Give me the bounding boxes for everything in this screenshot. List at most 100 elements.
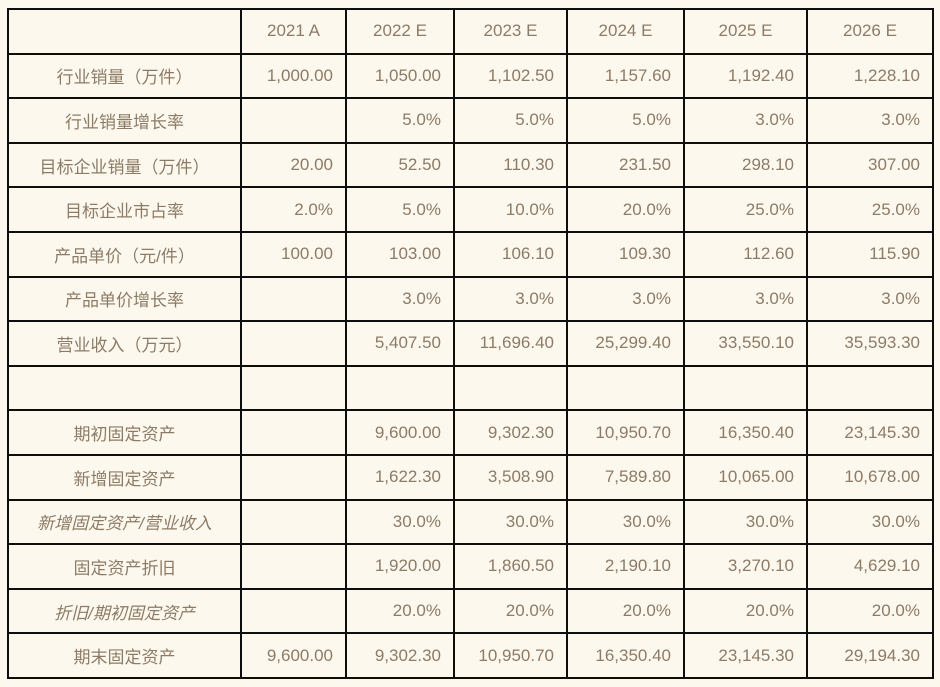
value-cell: 52.50 (345, 141, 455, 189)
value-cell: 3.0% (566, 275, 685, 323)
header-row: 2021 A 2022 E 2023 E 2024 E 2025 E 2026 E (7, 8, 934, 55)
value-cell: 16,350.40 (566, 632, 685, 679)
value-cell: 9,600.00 (240, 632, 347, 679)
value-cell: 100.00 (240, 230, 347, 278)
value-cell: 25.0% (683, 186, 808, 233)
value-cell (240, 498, 347, 546)
year-column-header: 2026 E (806, 8, 934, 55)
year-column-header: 2022 E (345, 8, 455, 55)
value-cell: 3.0% (683, 275, 808, 323)
value-cell: 20.0% (806, 587, 934, 635)
value-cell: 3.0% (345, 275, 455, 323)
value-cell (240, 275, 347, 323)
value-cell: 23,145.30 (683, 632, 808, 679)
row-label: 产品单价（元/件） (7, 230, 242, 278)
value-cell: 2,190.10 (566, 543, 685, 590)
value-cell (453, 364, 568, 412)
value-cell: 29,194.30 (806, 632, 934, 679)
value-cell: 10,065.00 (683, 453, 808, 501)
value-cell: 35,593.30 (806, 320, 934, 367)
value-cell: 1,050.00 (345, 52, 455, 100)
table-row: 行业销量（万件） 1,000.00 1,050.00 1,102.50 1,157.60… (7, 52, 934, 100)
value-cell: 3.0% (683, 97, 808, 144)
value-cell: 20.0% (683, 587, 808, 635)
value-cell: 1,102.50 (453, 52, 568, 100)
table-row: 固定资产折旧 1,920.00 1,860.50 2,190.10 3,270.10 4,… (7, 543, 934, 590)
value-cell: 10,678.00 (806, 453, 934, 501)
value-cell (806, 364, 934, 412)
value-cell: 20.0% (566, 587, 685, 635)
table-row: 期末固定资产 9,600.00 9,302.30 10,950.70 16,350.40… (7, 632, 934, 679)
value-cell: 1,860.50 (453, 543, 568, 590)
value-cell (345, 364, 455, 412)
value-cell: 1,920.00 (345, 543, 455, 590)
row-label (7, 364, 242, 412)
value-cell: 110.30 (453, 141, 568, 189)
value-cell: 1,622.30 (345, 453, 455, 501)
value-cell: 3.0% (806, 275, 934, 323)
value-cell: 5.0% (566, 97, 685, 144)
row-label-header (7, 8, 242, 55)
value-cell: 5.0% (453, 97, 568, 144)
row-label: 行业销量增长率 (7, 97, 242, 144)
value-cell: 3.0% (453, 275, 568, 323)
table-body: 行业销量（万件） 1,000.00 1,050.00 1,102.50 1,157.60… (7, 52, 934, 679)
value-cell: 9,302.30 (453, 409, 568, 456)
value-cell: 103.00 (345, 230, 455, 278)
value-cell: 30.0% (683, 498, 808, 546)
value-cell: 16,350.40 (683, 409, 808, 456)
value-cell (240, 364, 347, 412)
value-cell: 106.10 (453, 230, 568, 278)
row-label: 折旧/期初固定资产 (7, 587, 242, 635)
value-cell (240, 587, 347, 635)
row-label: 产品单价增长率 (7, 275, 242, 323)
value-cell: 1,000.00 (240, 52, 347, 100)
value-cell: 9,600.00 (345, 409, 455, 456)
value-cell: 109.30 (566, 230, 685, 278)
value-cell: 4,629.10 (806, 543, 934, 590)
value-cell: 307.00 (806, 141, 934, 189)
row-label: 目标企业市占率 (7, 186, 242, 233)
value-cell: 3,508.90 (453, 453, 568, 501)
value-cell (240, 453, 347, 501)
row-label: 新增固定资产/营业收入 (7, 498, 242, 546)
value-cell: 30.0% (453, 498, 568, 546)
value-cell: 30.0% (806, 498, 934, 546)
value-cell: 23,145.30 (806, 409, 934, 456)
table-row: 目标企业市占率 2.0% 5.0% 10.0% 20.0% 25.0% 25.0% (7, 186, 934, 233)
value-cell: 20.0% (566, 186, 685, 233)
year-column-header: 2024 E (566, 8, 685, 55)
value-cell: 10,950.70 (453, 632, 568, 679)
table-row (7, 364, 934, 412)
value-cell: 115.90 (806, 230, 934, 278)
value-cell: 25.0% (806, 186, 934, 233)
table-row: 产品单价增长率 3.0% 3.0% 3.0% 3.0% 3.0% (7, 275, 934, 323)
financial-forecast-table: 2021 A 2022 E 2023 E 2024 E 2025 E 2026 E 行业销… (7, 8, 934, 679)
table-row: 新增固定资产/营业收入 30.0% 30.0% 30.0% 30.0% 30.0% (7, 498, 934, 546)
value-cell (240, 409, 347, 456)
value-cell: 9,302.30 (345, 632, 455, 679)
value-cell: 1,192.40 (683, 52, 808, 100)
value-cell: 2.0% (240, 186, 347, 233)
value-cell: 20.0% (453, 587, 568, 635)
value-cell: 33,550.10 (683, 320, 808, 367)
value-cell: 11,696.40 (453, 320, 568, 367)
value-cell (240, 320, 347, 367)
row-label: 营业收入（万元） (7, 320, 242, 367)
table-row: 产品单价（元/件） 100.00 103.00 106.10 109.30 112.60 1… (7, 230, 934, 278)
value-cell (566, 364, 685, 412)
value-cell: 3.0% (806, 97, 934, 144)
value-cell: 7,589.80 (566, 453, 685, 501)
value-cell: 298.10 (683, 141, 808, 189)
value-cell: 30.0% (566, 498, 685, 546)
value-cell: 1,157.60 (566, 52, 685, 100)
row-label: 新增固定资产 (7, 453, 242, 501)
value-cell: 5.0% (345, 97, 455, 144)
value-cell: 231.50 (566, 141, 685, 189)
row-label: 行业销量（万件） (7, 52, 242, 100)
value-cell: 20.0% (345, 587, 455, 635)
value-cell: 10.0% (453, 186, 568, 233)
table-row: 新增固定资产 1,622.30 3,508.90 7,589.80 10,065.00 1… (7, 453, 934, 501)
table-row: 折旧/期初固定资产 20.0% 20.0% 20.0% 20.0% 20.0% (7, 587, 934, 635)
value-cell: 25,299.40 (566, 320, 685, 367)
